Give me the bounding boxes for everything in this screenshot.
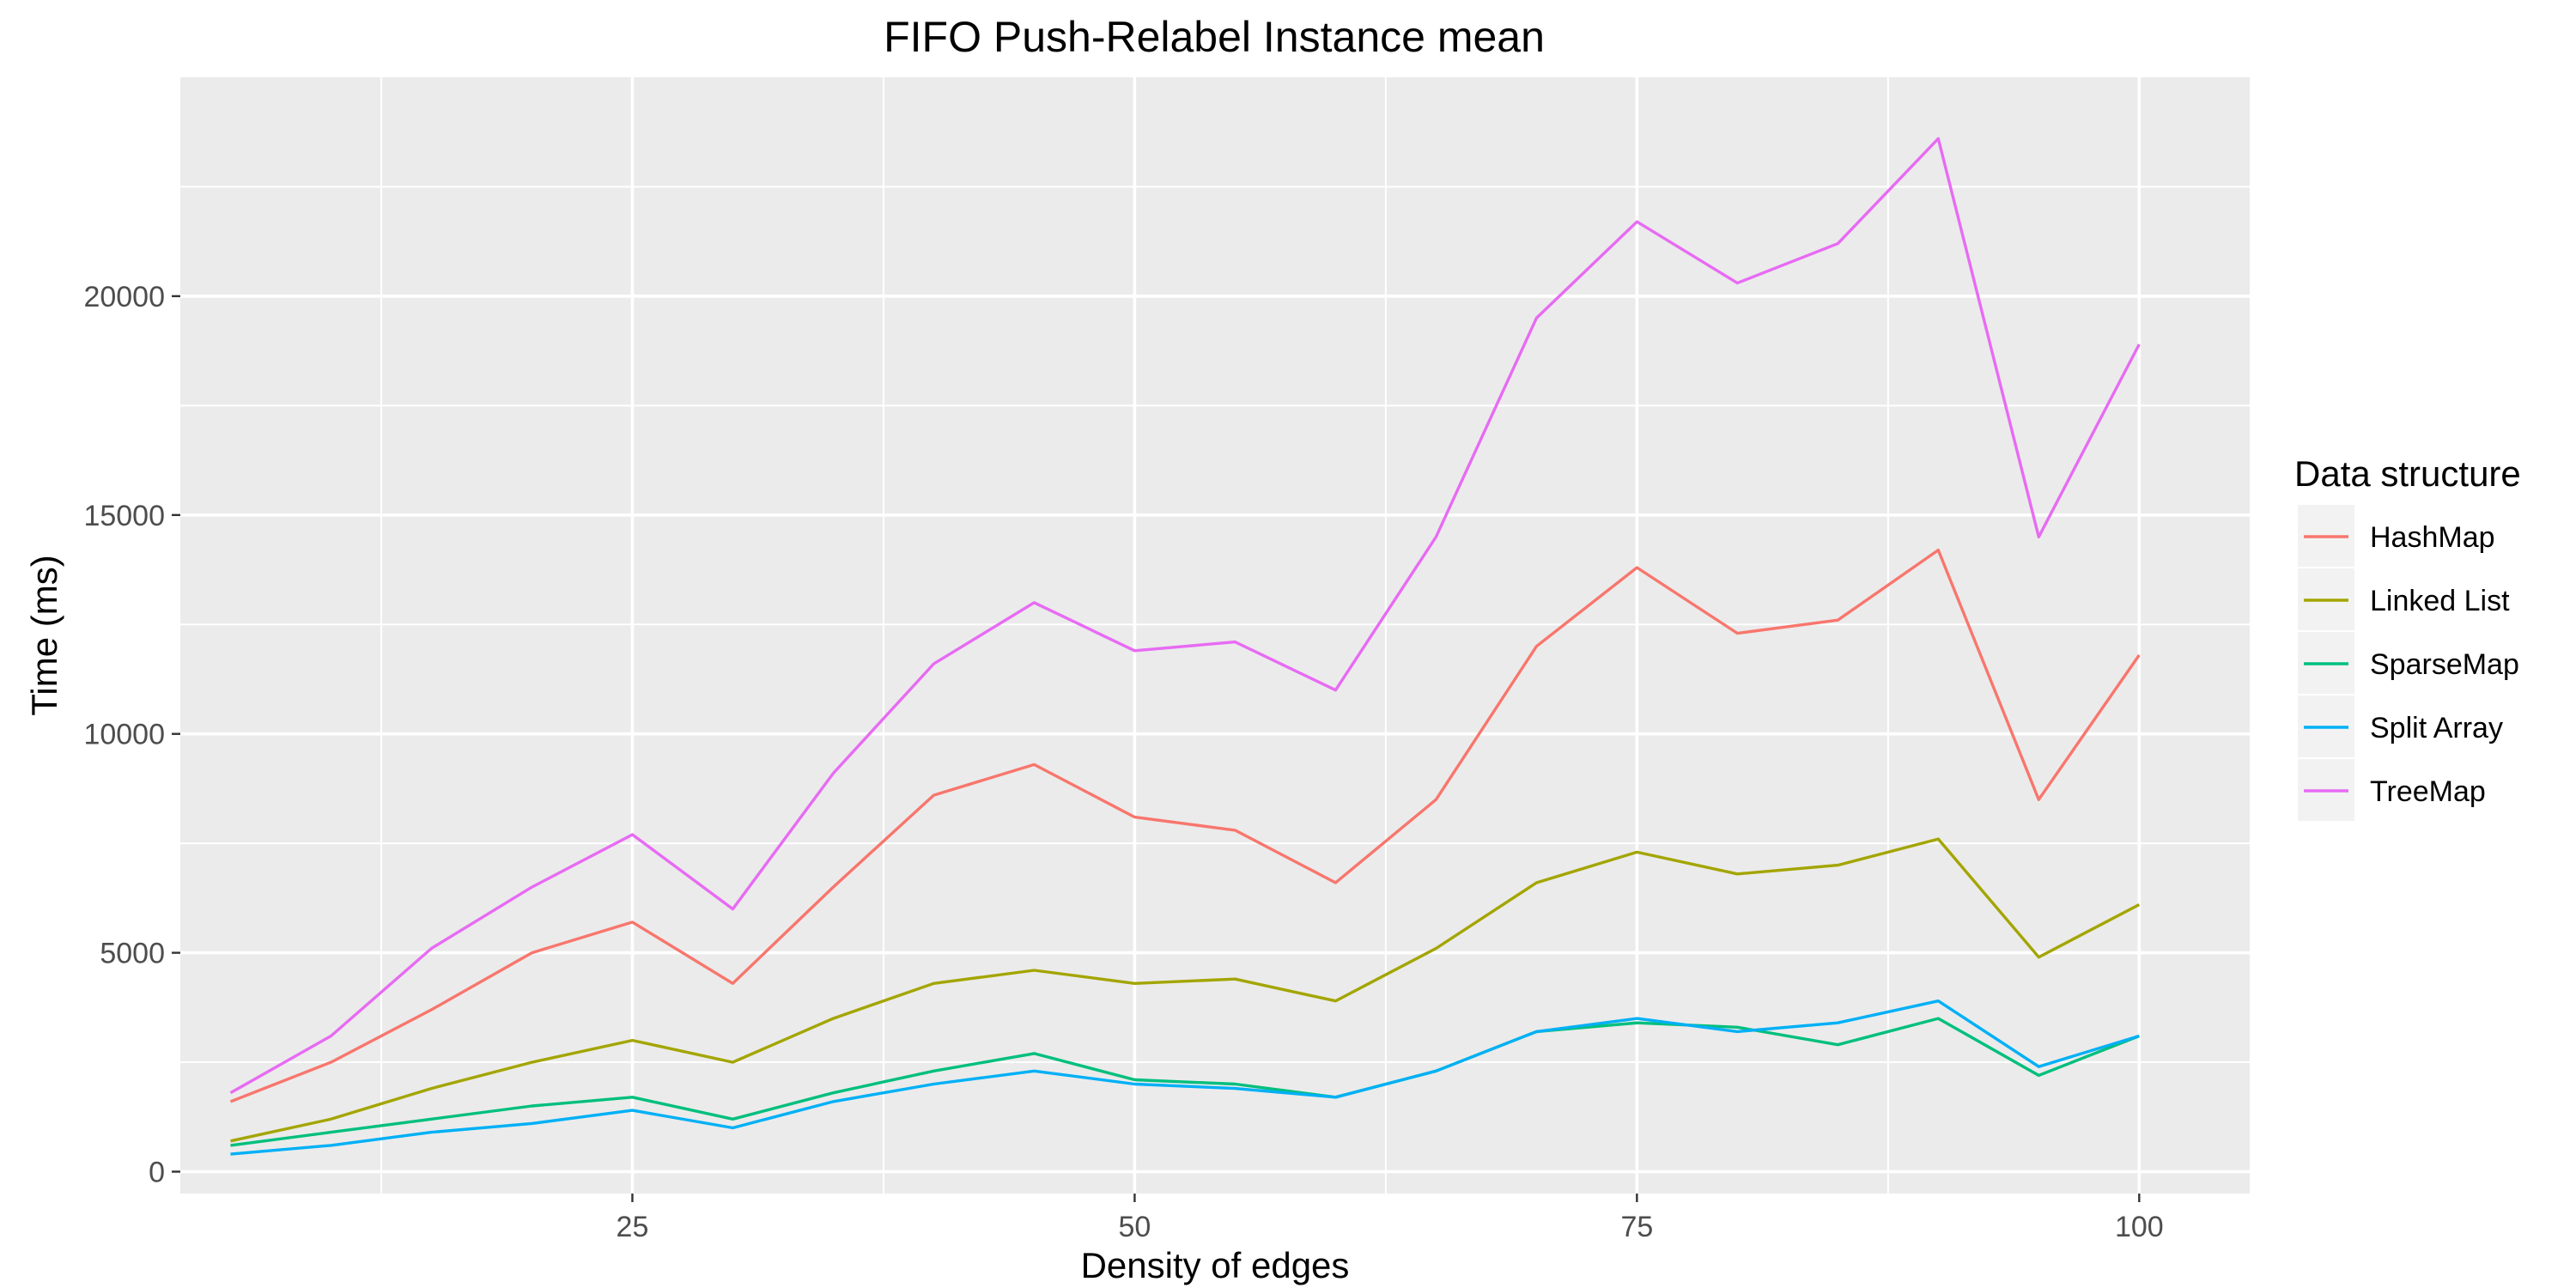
x-tick-label: 50 <box>1118 1211 1151 1243</box>
series-line-treemap <box>229 137 2141 1095</box>
y-tick-label: 15000 <box>83 500 165 532</box>
chart-title: FIFO Push-Relabel Instance mean <box>884 13 1545 61</box>
x-axis: 25 50 75 100 <box>617 1194 2164 1243</box>
x-axis-label: Density of edges <box>1081 1245 1350 1285</box>
x-tick-label: 100 <box>2115 1211 2164 1243</box>
y-tick-label: 0 <box>149 1157 165 1189</box>
legend-label-split-array: Split Array <box>2370 712 2503 744</box>
series-line-sparsemap <box>230 1017 2140 1147</box>
legend-label-hashmap: HashMap <box>2370 521 2495 554</box>
series-line-hashmap <box>229 548 2141 1103</box>
y-axis: 0 5000 10000 15000 20000 <box>83 281 180 1189</box>
plot-panel <box>180 77 2250 1194</box>
y-axis-label: Time (ms) <box>24 555 64 715</box>
x-tick-label: 25 <box>617 1211 649 1243</box>
y-tick-label: 10000 <box>83 719 165 751</box>
series-lines <box>229 137 2141 1156</box>
minor-gridlines <box>180 77 2250 1194</box>
series-line-split-array <box>230 999 2140 1156</box>
legend: Data structure HashMap Linked List SparseM… <box>2294 453 2521 821</box>
major-gridlines <box>180 77 2250 1194</box>
legend-title: Data structure <box>2294 453 2521 494</box>
legend-label-sparsemap: SparseMap <box>2370 648 2519 681</box>
y-tick-label: 5000 <box>100 938 165 970</box>
x-tick-label: 75 <box>1620 1211 1653 1243</box>
series-line-linked-list <box>230 837 2141 1143</box>
legend-label-treemap: TreeMap <box>2370 775 2486 808</box>
legend-label-linked-list: Linked List <box>2370 585 2510 617</box>
y-tick-label: 20000 <box>83 281 165 313</box>
